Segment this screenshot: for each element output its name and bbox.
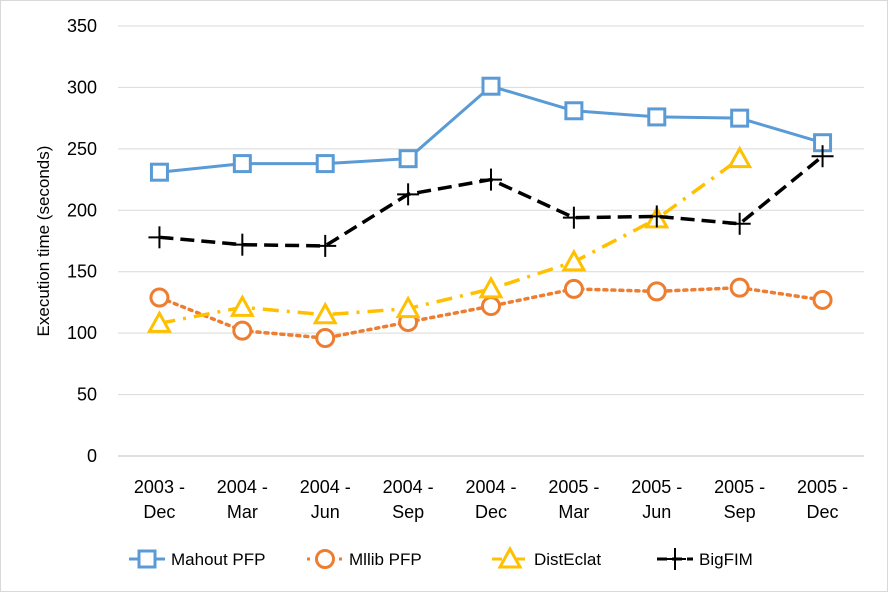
series-group [146, 76, 834, 349]
y-tick-label: 350 [67, 16, 97, 36]
data-point [315, 154, 335, 174]
series-line [159, 157, 741, 326]
legend-label: Mahout PFP [171, 550, 266, 569]
y-axis-ticks: 0 50 100 150 200 250 300 350 [67, 16, 97, 466]
data-point [646, 281, 667, 302]
legend-marker [315, 549, 335, 569]
series-line [157, 285, 825, 340]
data-point [562, 206, 585, 229]
data-point [561, 248, 587, 272]
data-point [232, 154, 252, 174]
x-tick-label: 2005 -Jun [631, 477, 682, 522]
series-disteclat [146, 145, 753, 333]
data-point [149, 287, 170, 308]
legend-item: Mllib PFP [307, 549, 422, 569]
data-point [149, 162, 169, 182]
legend-marker [497, 545, 523, 569]
data-point [397, 183, 420, 206]
data-point [645, 205, 668, 228]
data-point [647, 107, 667, 127]
x-tick-label: 2004 -Dec [465, 477, 516, 522]
x-axis-ticks: 2003 -Dec 2004 -Mar 2004 -Jun 2004 -Sep 2004… [134, 477, 848, 522]
y-tick-label: 300 [67, 77, 97, 97]
y-axis-label: Execution time (seconds) [34, 146, 53, 337]
legend-marker [137, 549, 157, 569]
data-point [481, 296, 501, 317]
data-point [811, 145, 834, 168]
x-tick-label: 2005 -Sep [714, 477, 765, 522]
x-tick-label: 2005 -Dec [797, 477, 848, 522]
data-point [478, 275, 504, 299]
x-tick-label: 2005 -Mar [548, 477, 599, 522]
y-tick-label: 50 [77, 385, 97, 405]
data-point [729, 277, 750, 298]
data-point [231, 233, 254, 256]
legend-label: DistEclat [534, 550, 601, 569]
series-line [157, 84, 825, 174]
y-tick-label: 200 [67, 200, 97, 220]
x-tick-label: 2003 -Dec [134, 477, 185, 522]
x-tick-label: 2004 -Mar [217, 477, 268, 522]
data-point [312, 301, 338, 325]
data-point [730, 108, 750, 128]
legend-label: Mllib PFP [349, 550, 422, 569]
data-point [232, 320, 253, 341]
data-point [564, 101, 584, 121]
data-point [315, 328, 336, 349]
y-tick-label: 250 [67, 139, 97, 159]
y-tick-label: 100 [67, 323, 97, 343]
x-tick-label: 2004 -Jun [300, 477, 351, 522]
data-point [398, 149, 418, 169]
y-tick-label: 150 [67, 262, 97, 282]
data-point [148, 226, 171, 249]
data-point [727, 145, 753, 169]
data-point [314, 234, 337, 257]
legend-item: BigFIM [657, 548, 753, 570]
legend-label: BigFIM [699, 550, 753, 569]
data-point [812, 289, 833, 310]
legend-marker [664, 548, 686, 570]
legend-item: DistEclat [492, 545, 601, 569]
data-point [481, 76, 501, 96]
data-point [229, 294, 255, 317]
data-point [728, 212, 751, 235]
legend-item: Mahout PFP [129, 549, 266, 569]
data-point [146, 310, 172, 333]
series-mahout-pfp [149, 76, 833, 182]
series-bigfim [148, 145, 834, 257]
x-tick-label: 2004 -Sep [383, 477, 434, 522]
legend: Mahout PFP Mllib PFP DistEclat BigFIM [129, 545, 753, 570]
data-point [563, 278, 584, 299]
data-point [480, 168, 502, 191]
data-point [395, 295, 421, 319]
y-tick-label: 0 [87, 446, 97, 466]
